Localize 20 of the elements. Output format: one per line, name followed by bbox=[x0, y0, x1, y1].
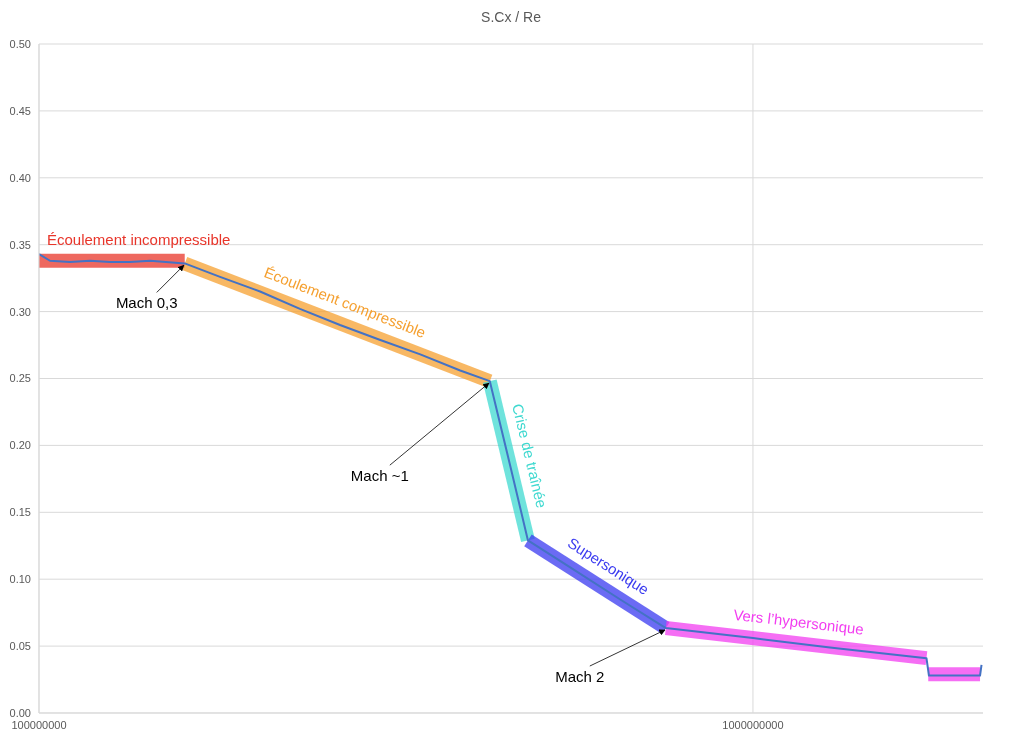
y-tick-label: 0.10 bbox=[9, 573, 31, 586]
y-tick-label: 0.40 bbox=[9, 171, 31, 184]
annotation: Mach 0,3 bbox=[115, 294, 178, 312]
y-tick-label: 0.25 bbox=[9, 372, 31, 385]
x-tick-label: 100000000 bbox=[11, 718, 67, 731]
y-tick-label: 0.30 bbox=[9, 305, 31, 318]
annotation: Mach 2 bbox=[555, 668, 605, 686]
y-tick-label: 0.50 bbox=[9, 37, 31, 50]
y-tick-label: 0.35 bbox=[9, 238, 31, 251]
text: Crise de traînée bbox=[509, 401, 551, 510]
y-tick-label: 0.00 bbox=[9, 706, 31, 719]
text: Vers l’hypersonique bbox=[732, 605, 865, 638]
chart-title: S.Cx / Re bbox=[481, 9, 542, 25]
y-tick-label: 0.15 bbox=[9, 506, 31, 519]
x-tick-label: 1000000000 bbox=[722, 718, 784, 731]
series-label: Écoulement incompressible bbox=[47, 230, 231, 248]
y-tick-label: 0.20 bbox=[9, 439, 31, 452]
y-tick-label: 0.45 bbox=[9, 104, 31, 117]
annotation: Mach ~1 bbox=[350, 467, 409, 485]
y-tick-label: 0.05 bbox=[9, 640, 31, 653]
